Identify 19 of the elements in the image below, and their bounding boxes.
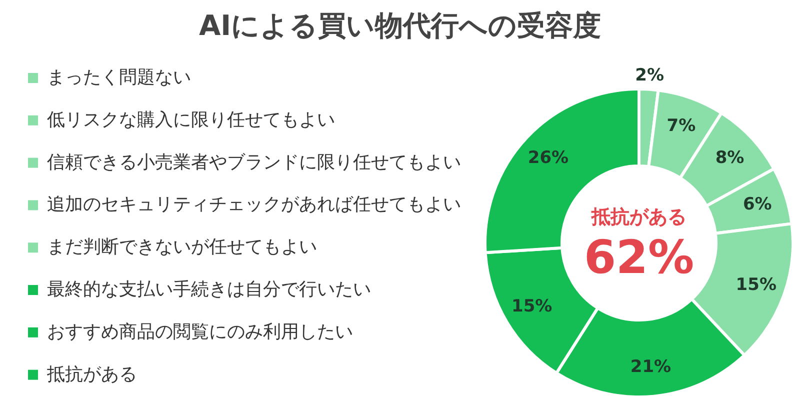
data-label: 7% [666,116,696,136]
legend-label: 追加のセキュリティチェックがあれば任せてもよい [47,194,461,216]
legend-label: まだ判断できないが任せてもよい [47,236,317,258]
data-label: 15% [511,296,552,316]
data-label: 21% [630,356,672,377]
legend-label: 最終的な支払い手続きは自分で行いたい [47,279,371,300]
legend-label: 信頼できる小売業者やブランドに限り任せてもよい [47,152,461,173]
legend-label: 抵抗がある [46,364,137,385]
data-label: 26% [528,148,569,168]
data-label: 15% [736,275,776,296]
text: 抵抗がある [590,206,686,228]
data-label: 8% [715,148,744,168]
data-label: 6% [742,194,772,215]
legend-label: まったく問題ない [47,67,191,88]
legend-label: おすすめ商品の閲覧にのみ利用したい [47,321,353,342]
legend-label: 低リスクな購入に限り任せてもよい [47,109,335,130]
data-label: 2% [635,65,664,86]
text: 62% [584,230,694,284]
chart-title: AIによる買い物代行への受容度 [198,9,602,42]
